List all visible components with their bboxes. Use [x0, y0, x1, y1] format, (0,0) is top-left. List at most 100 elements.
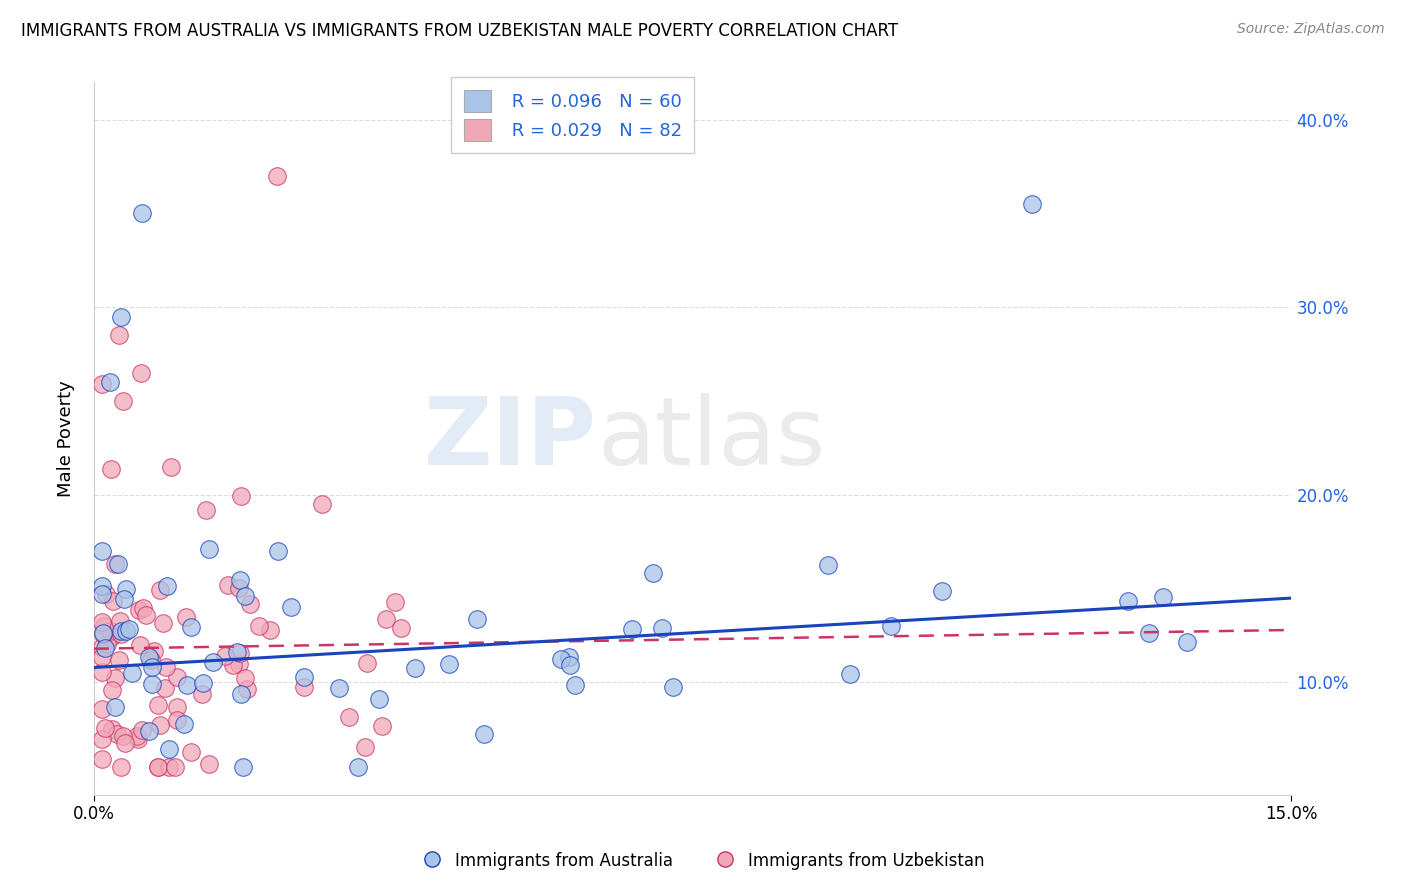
Point	[143, 644, 166, 658]
Point	[165, 760, 187, 774]
Point	[472, 726, 495, 740]
Point	[155, 660, 177, 674]
Point	[128, 603, 150, 617]
Point	[222, 658, 245, 673]
Point	[160, 459, 183, 474]
Point	[195, 502, 218, 516]
Point	[838, 666, 860, 681]
Point	[107, 652, 129, 666]
Point	[238, 598, 260, 612]
Point	[93, 619, 115, 633]
Point	[127, 731, 149, 746]
Point	[149, 583, 172, 598]
Point	[346, 760, 368, 774]
Point	[138, 723, 160, 738]
Point	[146, 698, 169, 712]
Point	[166, 713, 188, 727]
Point	[558, 650, 581, 665]
Point	[226, 645, 249, 659]
Point	[229, 647, 252, 661]
Text: Source: ZipAtlas.com: Source: ZipAtlas.com	[1237, 22, 1385, 37]
Point	[267, 544, 290, 558]
Point	[90, 665, 112, 679]
Point	[1175, 634, 1198, 648]
Point	[90, 544, 112, 558]
Point	[90, 376, 112, 391]
Point	[662, 680, 685, 694]
Point	[621, 623, 644, 637]
Point	[152, 615, 174, 630]
Point	[128, 638, 150, 652]
Point	[228, 573, 250, 587]
Point	[96, 637, 118, 651]
Point	[90, 649, 112, 664]
Point	[111, 394, 134, 409]
Point	[110, 614, 132, 628]
Point	[105, 727, 128, 741]
Point	[228, 581, 250, 595]
Point	[135, 607, 157, 622]
Point	[879, 619, 901, 633]
Point	[235, 671, 257, 685]
Point	[389, 621, 412, 635]
Point	[110, 760, 132, 774]
Point	[90, 615, 112, 629]
Point	[217, 578, 239, 592]
Point	[98, 376, 121, 390]
Point	[153, 681, 176, 696]
Point	[292, 670, 315, 684]
Point	[384, 595, 406, 609]
Point	[235, 682, 257, 697]
Point	[93, 625, 115, 640]
Point	[266, 169, 288, 183]
Text: IMMIGRANTS FROM AUSTRALIA VS IMMIGRANTS FROM UZBEKISTAN MALE POVERTY CORRELATION: IMMIGRANTS FROM AUSTRALIA VS IMMIGRANTS …	[21, 22, 898, 40]
Legend:  R = 0.096   N = 60,  R = 0.029   N = 82: R = 0.096 N = 60, R = 0.029 N = 82	[451, 77, 695, 153]
Point	[101, 594, 124, 608]
Y-axis label: Male Poverty: Male Poverty	[58, 380, 75, 497]
Point	[90, 702, 112, 716]
Point	[108, 328, 131, 343]
Point	[148, 718, 170, 732]
Point	[174, 610, 197, 624]
Point	[141, 677, 163, 691]
Point	[90, 732, 112, 747]
Point	[643, 566, 665, 581]
Point	[356, 657, 378, 671]
Point	[104, 557, 127, 571]
Point	[337, 710, 360, 724]
Point	[259, 624, 281, 638]
Point	[564, 678, 586, 692]
Legend: Immigrants from Australia, Immigrants from Uzbekistan: Immigrants from Australia, Immigrants fr…	[415, 845, 991, 877]
Point	[104, 672, 127, 686]
Point	[233, 589, 256, 603]
Point	[166, 699, 188, 714]
Point	[465, 612, 488, 626]
Point	[201, 656, 224, 670]
Point	[107, 558, 129, 572]
Point	[118, 623, 141, 637]
Point	[176, 678, 198, 692]
Point	[90, 579, 112, 593]
Point	[157, 760, 180, 774]
Point	[131, 206, 153, 220]
Point	[90, 587, 112, 601]
Text: ZIP: ZIP	[425, 392, 598, 484]
Point	[131, 723, 153, 737]
Point	[311, 497, 333, 511]
Point	[1137, 625, 1160, 640]
Point	[93, 641, 115, 656]
Point	[125, 730, 148, 744]
Point	[94, 721, 117, 735]
Point	[374, 612, 396, 626]
Point	[112, 729, 135, 743]
Point	[931, 583, 953, 598]
Point	[110, 624, 132, 638]
Point	[96, 587, 118, 601]
Point	[558, 658, 581, 673]
Point	[198, 756, 221, 771]
Point	[247, 619, 270, 633]
Point	[229, 687, 252, 701]
Point	[114, 736, 136, 750]
Point	[146, 760, 169, 774]
Point	[404, 661, 426, 675]
